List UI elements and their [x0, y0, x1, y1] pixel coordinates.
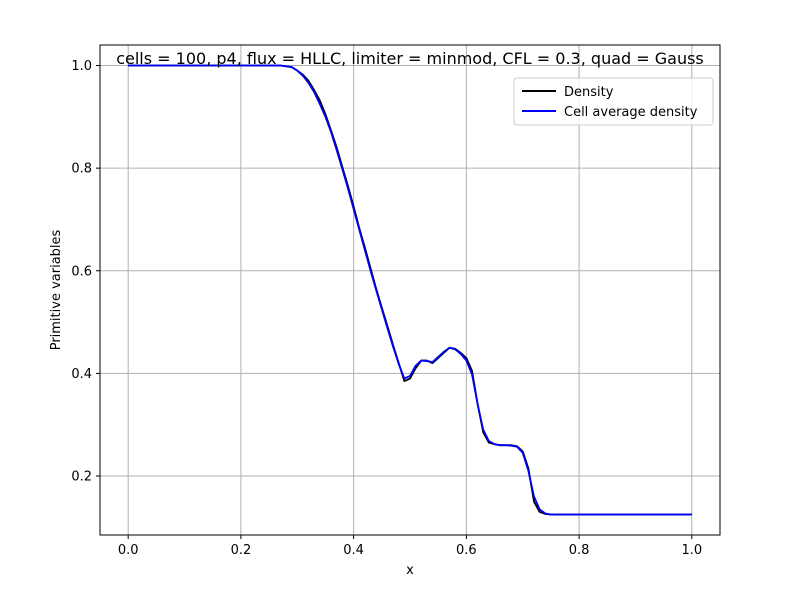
y-axis-label: Primitive variables — [49, 229, 64, 350]
y-tick-label: 0.4 — [71, 367, 92, 382]
series-lines — [128, 64, 692, 516]
x-tick-label: 0.6 — [456, 543, 477, 558]
x-axis-label: x — [406, 563, 414, 578]
x-tick-label: 0.8 — [569, 543, 590, 558]
legend-label-cell-average-density: Cell average density — [564, 105, 698, 120]
grid — [100, 45, 720, 535]
y-axis-ticks: 0.2 0.4 0.6 0.8 1.0 — [71, 59, 100, 484]
y-tick-label: 0.6 — [71, 264, 92, 279]
plot-area-frame — [99, 44, 721, 536]
x-tick-label: 0.4 — [343, 543, 364, 558]
x-tick-label: 0.0 — [118, 543, 139, 558]
chart-title: cells = 100, p4, flux = HLLC, limiter = … — [116, 49, 704, 68]
x-axis-ticks: 0.0 0.2 0.4 0.6 0.8 1.0 — [118, 535, 702, 558]
legend-box — [513, 77, 714, 126]
y-tick-label: 0.8 — [71, 162, 92, 177]
y-tick-label: 1.0 — [71, 59, 92, 74]
x-tick-label: 1.0 — [681, 543, 702, 558]
x-tick-label: 0.2 — [231, 543, 252, 558]
y-tick-label: 0.2 — [71, 469, 92, 484]
legend-label-density: Density — [564, 85, 614, 100]
cell-average-density-line — [128, 64, 692, 516]
legend: Density Cell average density — [513, 77, 714, 126]
